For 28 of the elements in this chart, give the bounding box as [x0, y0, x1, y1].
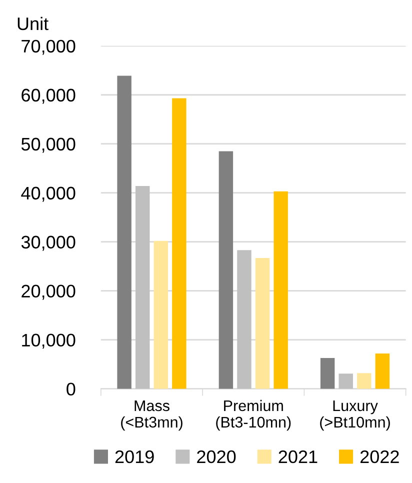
- y-tick-label: 60,000: [22, 88, 76, 104]
- bar: [237, 250, 252, 389]
- y-tick-label: 30,000: [21, 236, 76, 251]
- bar: [357, 373, 372, 389]
- x-tick-label: Premium (Bt3-10mn): [216, 400, 291, 431]
- bar: [274, 191, 288, 389]
- y-tick-label: 20,000: [22, 284, 76, 300]
- legend-label: 2019: [115, 450, 154, 464]
- bar: [375, 354, 390, 389]
- y-tick-label: 0: [66, 382, 76, 396]
- y-tick-label: 40,000: [21, 186, 76, 202]
- legend-label: 2021: [278, 450, 318, 464]
- bar: [172, 98, 186, 389]
- bar: [154, 240, 168, 389]
- y-tick-label: 10,000: [22, 334, 76, 349]
- bar: [135, 186, 150, 389]
- legend-label: 2022: [360, 450, 399, 464]
- x-tick-label: Mass (<Bt3mn): [121, 400, 182, 431]
- legend-label: 2020: [197, 450, 236, 464]
- bar: [117, 76, 132, 389]
- bar: [218, 151, 234, 389]
- y-axis-title: Unit: [18, 16, 48, 30]
- bar: [338, 374, 353, 389]
- y-tick-label: 50,000: [21, 138, 76, 153]
- bar: [320, 358, 335, 389]
- bar: [255, 258, 270, 389]
- y-tick-label: 70,000: [22, 40, 76, 55]
- x-tick-label: Luxury (>Bt10mn): [320, 400, 390, 431]
